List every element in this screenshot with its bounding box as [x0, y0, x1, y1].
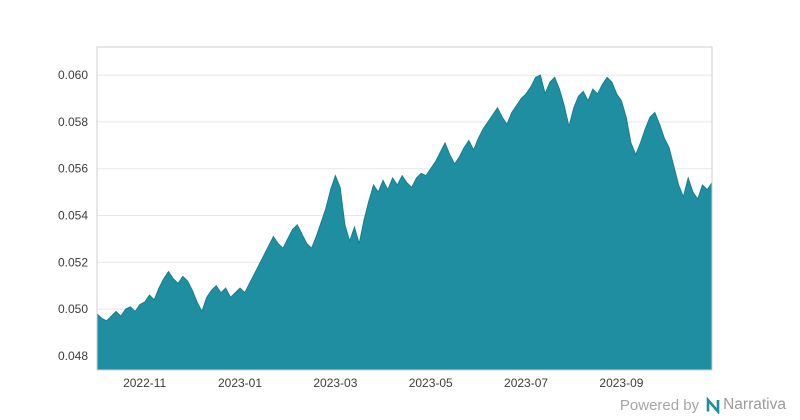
y-tick-label: 0.054 — [58, 209, 88, 223]
x-tick-label: 2023-03 — [313, 376, 357, 390]
powered-by-label: Powered by — [619, 396, 700, 414]
area-series — [97, 75, 712, 370]
y-tick-label: 0.058 — [58, 115, 88, 129]
x-tick-label: 2023-09 — [599, 376, 643, 390]
y-tick-label: 0.056 — [58, 162, 88, 176]
brand-label: Narrativa — [723, 396, 786, 413]
series-line — [96, 74, 713, 322]
y-tick-label: 0.050 — [58, 302, 88, 316]
x-tick-label: 2023-01 — [218, 376, 262, 390]
y-tick-label: 0.052 — [58, 255, 88, 269]
chart-area: 0.048 0.050 0.052 0.054 0.056 0.058 0.060 2022-… — [58, 46, 713, 390]
x-tick-label: 2022-11 — [123, 376, 166, 390]
x-tick-label: 2023-07 — [504, 376, 548, 390]
area-chart: 0.048 0.050 0.052 0.054 0.056 0.058 0.060 2022-… — [58, 46, 713, 390]
y-tick-label: 0.060 — [58, 68, 88, 82]
y-tick-label: 0.048 — [58, 349, 88, 363]
narrativa-logo-icon — [706, 396, 720, 414]
plot-border — [96, 46, 713, 371]
footer-attribution: Powered by Narrativa — [620, 395, 786, 415]
x-tick-label: 2023-05 — [409, 376, 453, 390]
